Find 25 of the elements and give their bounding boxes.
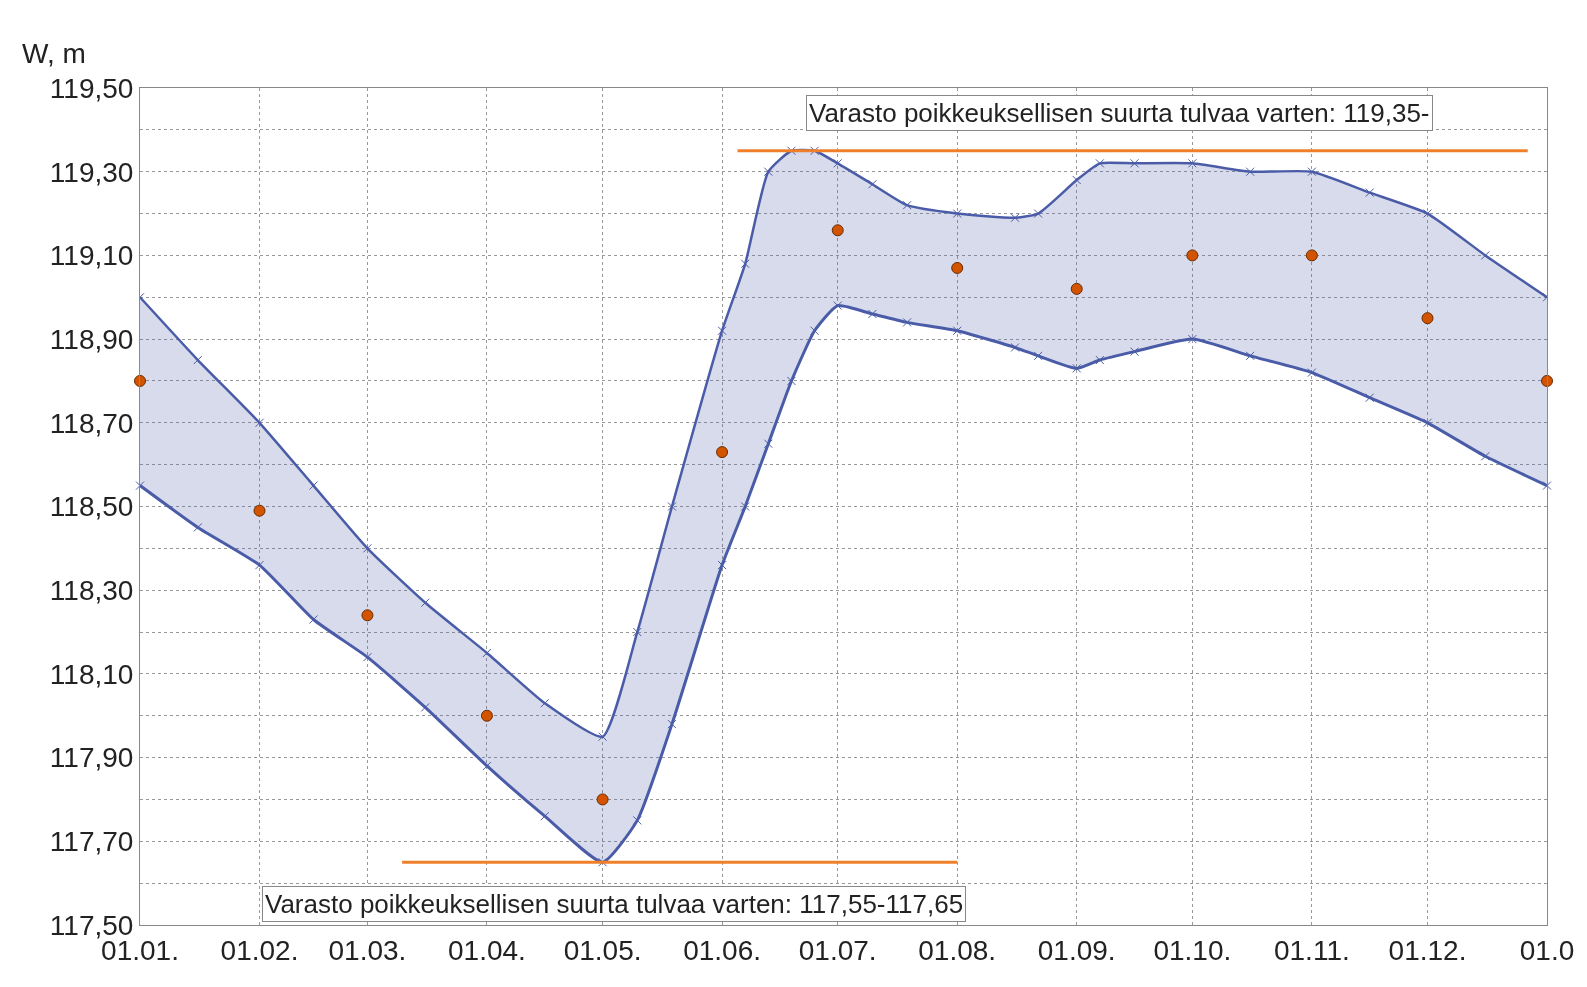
x-tick-label: 01.05. bbox=[563, 934, 642, 966]
x-tick-label: 01.04. bbox=[448, 934, 526, 966]
y-tick-label: 119,50 bbox=[49, 72, 134, 104]
y-axis-title: W, m bbox=[22, 38, 86, 69]
x-tick-label: 01.0 bbox=[1519, 934, 1575, 966]
y-tick-label: 118,10 bbox=[49, 658, 134, 690]
y-tick-label: 117,70 bbox=[49, 826, 134, 858]
y-tick-label: 118,70 bbox=[49, 407, 134, 439]
y-tick-label: 119,30 bbox=[49, 156, 134, 188]
x-tick-label: 01.09. bbox=[1037, 934, 1116, 966]
x-tick-label: 01.11. bbox=[1273, 934, 1350, 966]
x-tick-label: 01.10. bbox=[1153, 934, 1232, 966]
y-tick-label: 118,30 bbox=[49, 575, 134, 606]
x-tick-label: 01.03. bbox=[328, 934, 407, 966]
annotation: Varasto poikkeuksellisen suurta tulvaa varten: 119,35- bbox=[809, 98, 1430, 128]
x-tick-label: 01.08. bbox=[918, 934, 997, 966]
x-tick-label: 01.02. bbox=[220, 934, 299, 966]
y-tick-label: 118,90 bbox=[49, 323, 134, 355]
x-tick-label: 01.12. bbox=[1388, 934, 1467, 966]
annotation: Varasto poikkeuksellisen suurta tulvaa varten: 117,55-117,65 bbox=[265, 889, 964, 919]
x-tick-label: 01.07. bbox=[798, 934, 877, 966]
y-tick-label: 118,50 bbox=[49, 491, 134, 523]
y-tick-label: 117,90 bbox=[49, 742, 134, 774]
y-tick-label: 119,10 bbox=[49, 240, 134, 272]
x-tick-label: 01.06. bbox=[683, 934, 762, 966]
